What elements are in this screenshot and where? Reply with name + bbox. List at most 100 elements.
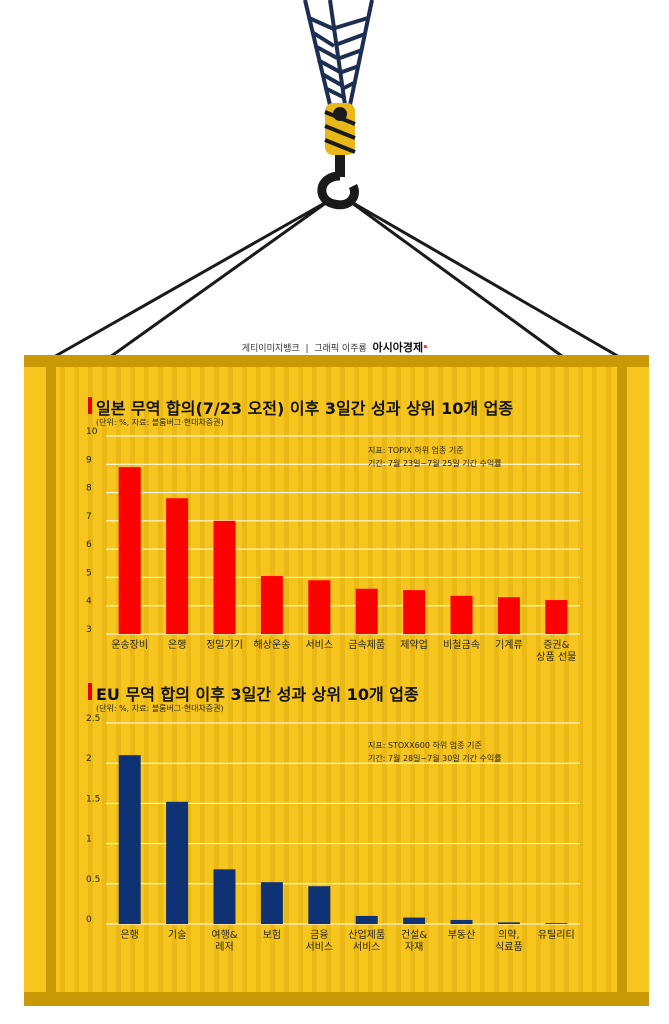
container-rib xyxy=(298,367,303,992)
eu-ytick-label: 1.5 xyxy=(86,794,100,804)
japan-chart: 3 4 5 6 7 8 9 10 운송장비 은행 정밀기기 해상운송 서비스 금속제품 제약업 비철금속 기계류… xyxy=(86,427,580,663)
container-top-rail xyxy=(24,355,649,367)
container-rib xyxy=(158,367,163,992)
eu-ytick-label: 2 xyxy=(86,754,92,764)
cable xyxy=(102,198,331,364)
japan-category-label: 은행 xyxy=(168,639,186,651)
japan-bar xyxy=(166,498,189,634)
japan-ytick-label: 9 xyxy=(86,455,92,465)
japan-category-label: 서비스 xyxy=(305,639,333,651)
eu-bar xyxy=(497,922,520,924)
container-rib xyxy=(60,367,65,992)
eu-chart: 0 0.5 1 1.5 2 2.5 은행 기술 여행& 레저 보험 금융 서비스 산업제품 서비스 건설& 자재… xyxy=(86,714,580,953)
container-rib xyxy=(382,367,387,992)
cable xyxy=(44,198,331,364)
hook-shank xyxy=(335,155,345,177)
eu-category-label: 건설& 자재 xyxy=(401,929,427,953)
container-rib xyxy=(578,367,583,992)
container-rib xyxy=(494,367,499,992)
container-rib xyxy=(396,367,401,992)
container-rib xyxy=(74,367,79,992)
japan-bar xyxy=(403,590,426,634)
japan-ytick-label: 5 xyxy=(86,568,92,578)
japan-ytick-label: 3 xyxy=(86,625,92,635)
japan-ytick-label: 7 xyxy=(86,512,92,522)
japan-bar xyxy=(355,588,378,634)
container-rib xyxy=(368,367,373,992)
eu-category-label: 의약, 식료품 xyxy=(495,929,523,953)
eu-note-period: 기간: 7월 28일~7월 30일 기간 수익률 xyxy=(368,754,502,763)
japan-bar xyxy=(213,520,236,634)
container-rib xyxy=(452,367,457,992)
container-rib xyxy=(102,367,107,992)
japan-ytick-label: 8 xyxy=(86,484,92,494)
container-rib xyxy=(480,367,485,992)
japan-category-label: 증권& 상품 선물 xyxy=(536,639,576,663)
japan-bar xyxy=(545,600,568,634)
japan-category-label: 제약업 xyxy=(400,638,428,651)
eu-chart-subtitle: (단위: %, 자료: 블룸버그·현대차증권) xyxy=(96,704,224,713)
eu-bar xyxy=(118,755,141,924)
japan-bar xyxy=(260,576,283,634)
container-right-post xyxy=(617,360,627,1000)
crane-lattice-right xyxy=(334,16,369,90)
container-left-post xyxy=(46,360,56,1000)
japan-title-accent xyxy=(88,397,92,414)
container-rib xyxy=(130,367,135,992)
japan-category-label: 비철금속 xyxy=(443,639,480,651)
container-rib xyxy=(172,367,177,992)
container-rib xyxy=(256,367,261,992)
japan-category-label: 정밀기기 xyxy=(206,639,243,651)
container-rib xyxy=(270,367,275,992)
container-rib xyxy=(550,367,555,992)
pulley-stripe xyxy=(324,124,356,140)
eu-bar xyxy=(450,919,473,924)
container-rib xyxy=(284,367,289,992)
container-rib xyxy=(536,367,541,992)
container-rib xyxy=(354,367,359,992)
container-bottom-rail xyxy=(24,992,649,1006)
crane-hook-icon xyxy=(317,155,359,210)
japan-category-label: 금속제품 xyxy=(348,639,385,651)
eu-bar xyxy=(166,801,189,924)
eu-ytick-label: 1 xyxy=(86,835,92,845)
brand-mark-icon: ᵃ xyxy=(423,344,428,354)
crane-arm xyxy=(303,0,374,106)
container-rib xyxy=(606,367,611,992)
eu-category-label: 유틸리티 xyxy=(538,928,575,941)
eu-category-label: 부동산 xyxy=(448,929,476,941)
container-rib xyxy=(508,367,513,992)
container-rib xyxy=(186,367,191,992)
eu-bar xyxy=(545,923,568,924)
eu-category-label: 금융 서비스 xyxy=(305,929,333,953)
container-rib xyxy=(522,367,527,992)
eu-category-label: 여행& 레저 xyxy=(211,929,237,953)
container-rib xyxy=(242,367,247,992)
lifting-cables xyxy=(44,198,629,364)
container-rib xyxy=(200,367,205,992)
japan-ytick-label: 10 xyxy=(86,427,98,437)
eu-bar xyxy=(213,869,236,924)
cable xyxy=(347,198,629,364)
crane-rail-middle xyxy=(328,0,347,106)
credit-separator: | xyxy=(305,344,309,354)
japan-bar xyxy=(450,595,473,634)
japan-chart-title: 일본 무역 합의(7/23 오전) 이후 3일간 성과 상위 10개 업종 xyxy=(96,399,514,418)
japan-chart-subtitle: (단위: %, 자료: 블룸버그·현대차증권) xyxy=(96,418,224,427)
credit-source: 게티이미지뱅크 xyxy=(241,344,300,354)
credit-graphic: 그래픽 이주룡 xyxy=(314,344,367,354)
japan-chart-note: 지표: TOPIX 하위 업종 기준 기간: 7월 23일~7월 25일 기간 … xyxy=(368,444,502,470)
eu-category-label: 산업제품 서비스 xyxy=(348,928,385,953)
japan-note-period: 기간: 7월 23일~7월 25일 기간 수익률 xyxy=(368,459,502,468)
container-rib xyxy=(466,367,471,992)
eu-ytick-label: 2.5 xyxy=(86,714,100,724)
eu-note-index: 지표: STOXX600 하위 업종 기준 xyxy=(368,741,482,750)
container-rib xyxy=(438,367,443,992)
eu-ytick-label: 0 xyxy=(86,915,92,925)
cable xyxy=(347,198,571,364)
eu-category-label: 보험 xyxy=(263,929,281,941)
pulley-wheel xyxy=(333,107,347,121)
credit-line: 게티이미지뱅크 | 그래픽 이주룡 아시아경제ᵃ xyxy=(0,339,669,355)
hook-curve xyxy=(317,171,359,210)
japan-category-label: 기계류 xyxy=(495,639,523,651)
